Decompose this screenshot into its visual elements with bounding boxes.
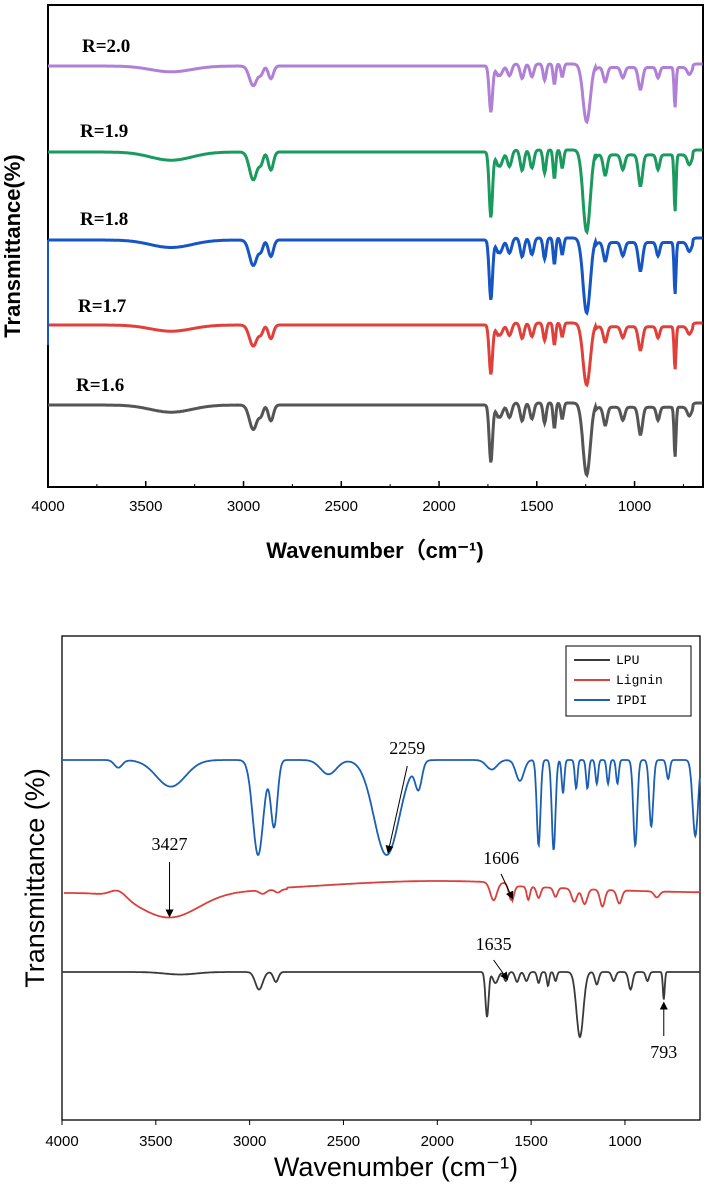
series-line-lignin — [63, 880, 701, 919]
plot-frame-bottom — [61, 635, 701, 1121]
annotation-arrow-1606 — [500, 873, 514, 900]
series-line-ipdi — [62, 759, 701, 856]
x-axis-label-bottom: Wavenumber (cm⁻¹) — [274, 1152, 518, 1182]
series-label-r-1-7: R=1.7 — [78, 296, 127, 317]
ftir-chart-bottom: 2259 3427 1606 1635 793 LPU Lignin IPDI 4000 35… — [20, 635, 701, 1182]
legend: LPU Lignin IPDI — [565, 645, 692, 717]
series-labels: R=2.0 R=1.9 R=1.8 R=1.7 R=1.6 — [76, 36, 130, 396]
x-tick-label-1500: 1500 — [520, 498, 553, 515]
legend-label-lpu: LPU — [616, 653, 639, 668]
peak-annotations: 2259 3427 1606 1635 793 — [152, 738, 678, 1062]
legend-label-lignin: Lignin — [616, 673, 663, 688]
x-axis-ticks: 4000 3500 3000 2500 2000 1500 1000 — [31, 481, 684, 515]
ftir-chart-top: R=2.0 R=1.9 R=1.8 R=1.7 R=1.6 4000 3500 3000 25… — [0, 4, 704, 563]
series-label-r-2-0: R=2.0 — [82, 36, 130, 57]
series-line-r-1-6 — [48, 401, 703, 478]
annotation-arrow-1635 — [493, 959, 509, 981]
y-axis-label-bottom: Transmittance (%) — [20, 768, 50, 988]
series-label-r-1-6: R=1.6 — [76, 375, 124, 396]
series-line-r-1-8 — [48, 236, 703, 316]
x-tick-label-1000: 1000 — [608, 1133, 641, 1150]
annotation-arrow-2259 — [385, 765, 408, 854]
series-line-r-2-0 — [48, 62, 703, 125]
x-tick-label-2500: 2500 — [325, 498, 358, 515]
x-axis-ticks-bottom: 4000 3500 3000 2500 2000 1500 1000 — [45, 1120, 642, 1150]
series-line-r-1-7 — [48, 321, 703, 388]
x-tick-label-2500: 2500 — [327, 1133, 360, 1150]
annotation-1635: 1635 — [476, 934, 512, 954]
annotation-1606: 1606 — [483, 848, 519, 868]
annotation-793: 793 — [650, 1042, 677, 1062]
series-label-r-1-9: R=1.9 — [80, 121, 128, 142]
series-group — [47, 62, 703, 478]
annotation-3427: 3427 — [152, 834, 188, 854]
x-tick-label-3000: 3000 — [233, 1133, 266, 1150]
x-tick-label-2000: 2000 — [421, 1133, 454, 1150]
series-group-bottom — [62, 759, 701, 1039]
series-line-r-1-9 — [48, 148, 703, 236]
x-tick-label-3500: 3500 — [129, 498, 162, 515]
x-tick-label-2000: 2000 — [422, 498, 455, 515]
annotation-2259: 2259 — [389, 738, 425, 758]
x-axis-label: Wavenumber（cm⁻¹) — [266, 538, 483, 563]
x-tick-label-3500: 3500 — [139, 1133, 172, 1150]
x-tick-label-1500: 1500 — [514, 1133, 547, 1150]
series-line-lpu — [62, 971, 700, 1039]
series-label-r-1-8: R=1.8 — [80, 209, 128, 230]
y-axis-label: Transmittance(%) — [0, 154, 25, 337]
x-tick-label-3000: 3000 — [227, 498, 260, 515]
x-tick-label-1000: 1000 — [618, 498, 651, 515]
legend-label-ipdi: IPDI — [616, 693, 647, 708]
x-tick-label-4000: 4000 — [31, 498, 64, 515]
x-tick-label-4000: 4000 — [45, 1133, 78, 1150]
